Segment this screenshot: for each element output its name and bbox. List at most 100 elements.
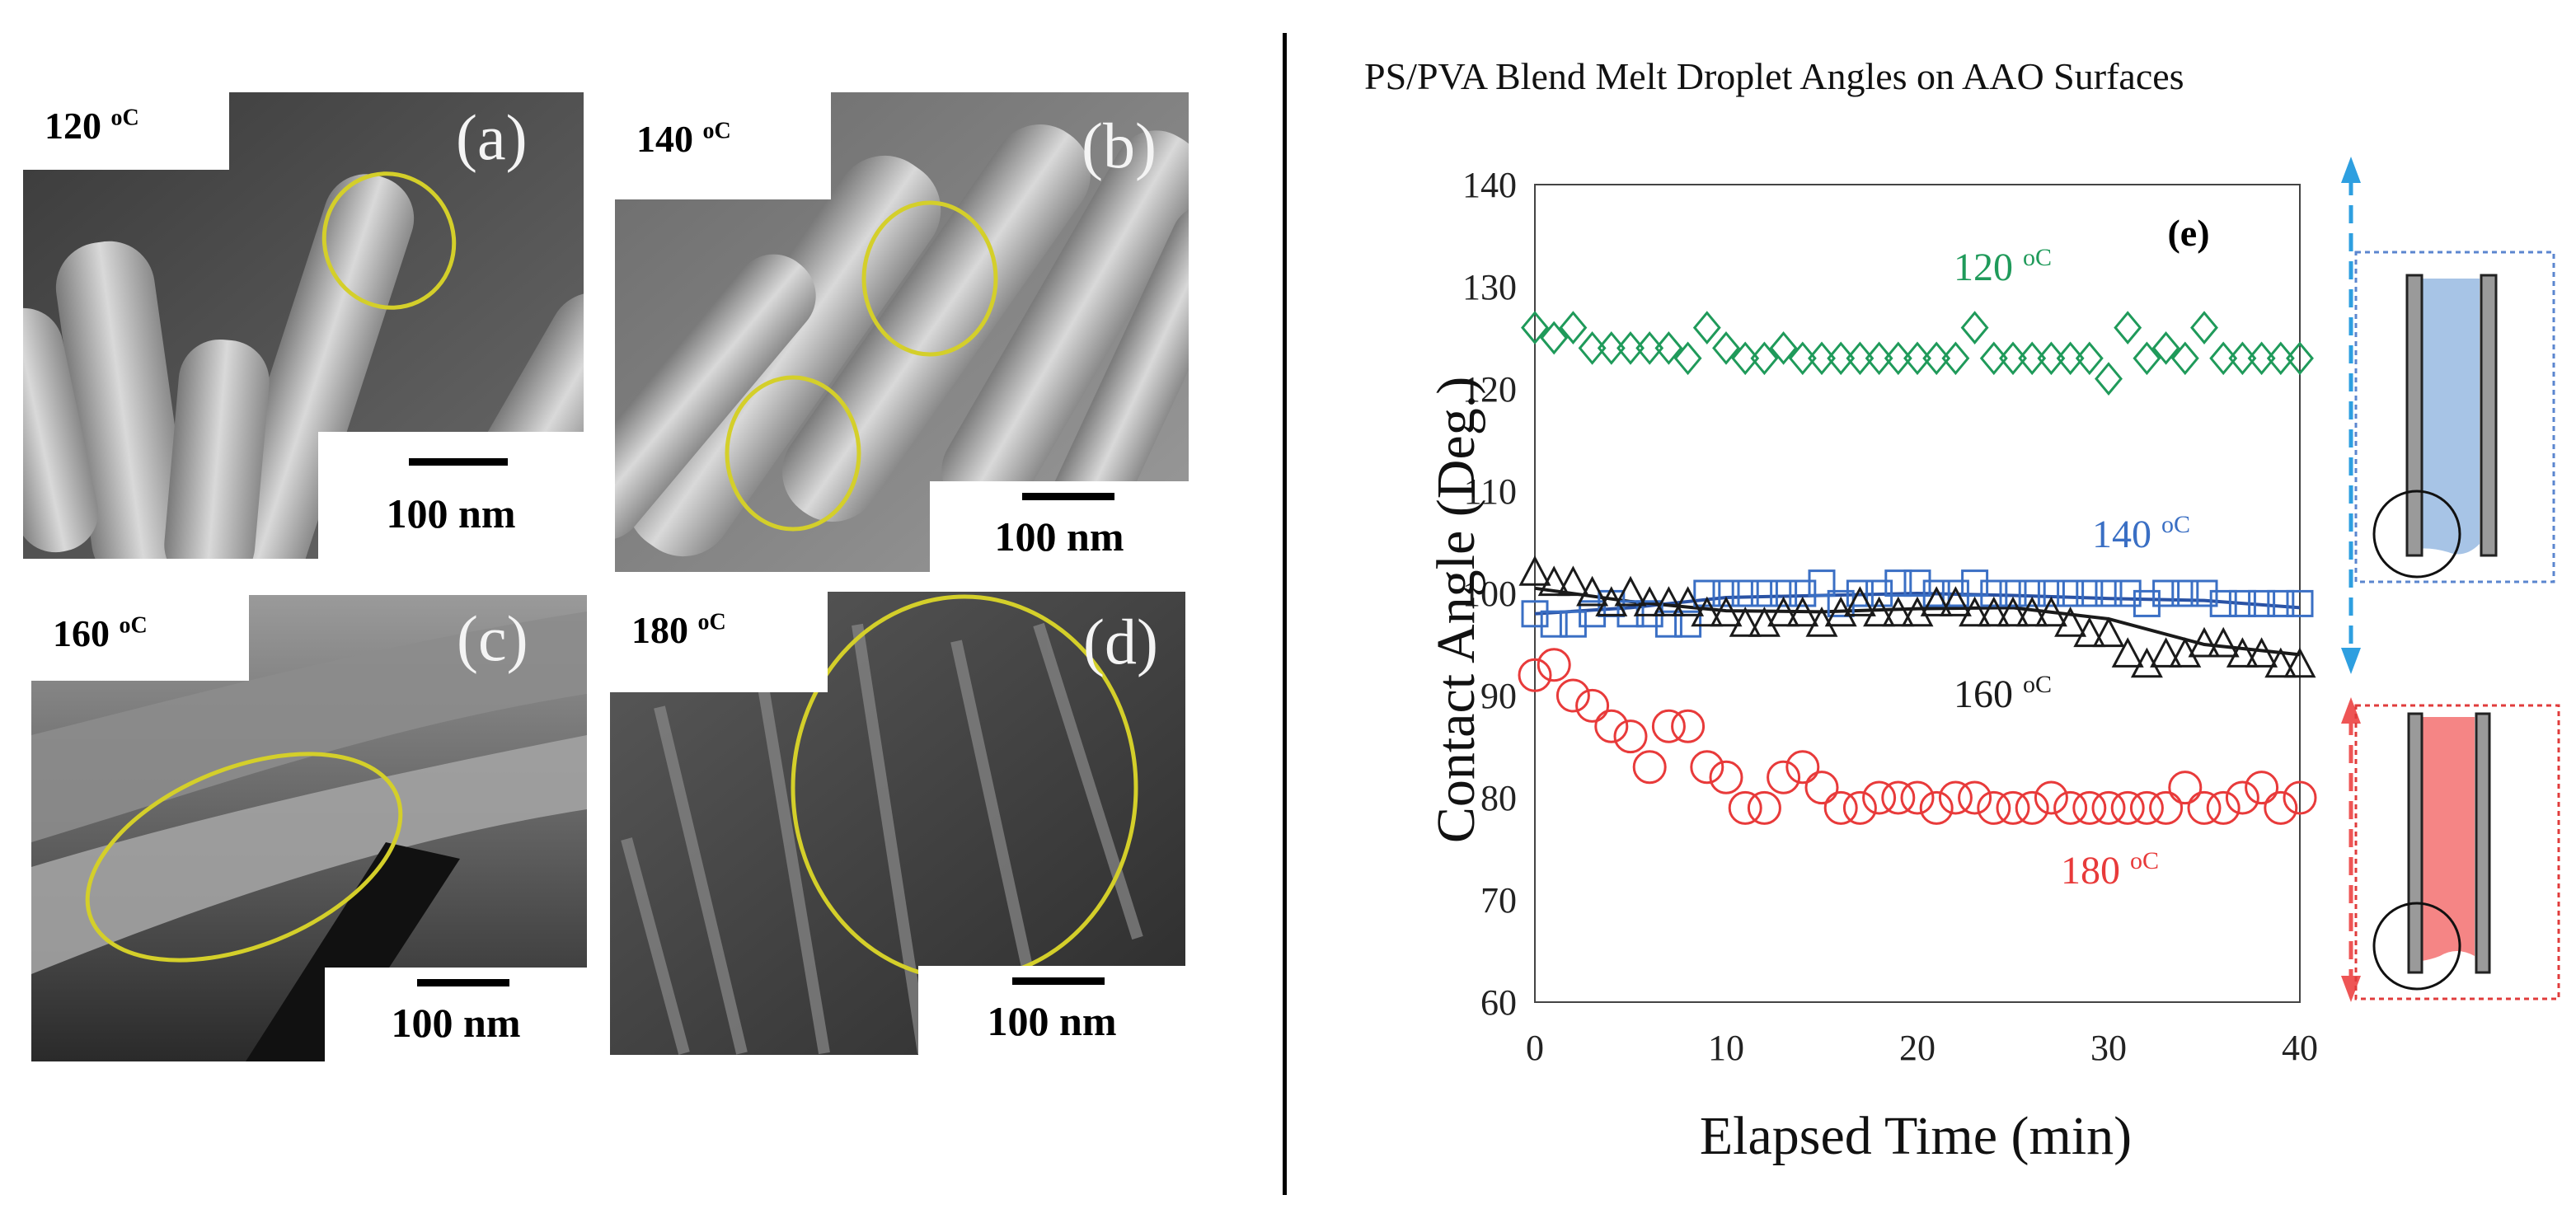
y-axis-label: Contact Angle (Deg.)	[1426, 377, 1486, 843]
data-point	[2225, 780, 2259, 815]
data-point	[2053, 790, 2088, 825]
y-tick-label: 80	[1480, 778, 1517, 818]
data-point	[2286, 341, 2314, 376]
data-point	[1731, 341, 1760, 376]
data-point	[1789, 579, 1817, 607]
scale-box-a: 100 nm	[318, 432, 584, 559]
data-point	[1633, 586, 1666, 616]
series-label-140: 140 oC	[2092, 511, 2190, 556]
data-point	[1862, 780, 1897, 815]
data-point	[1674, 610, 1702, 638]
y-tick-label: 90	[1480, 676, 1517, 716]
scale-box-d: 100 nm	[918, 966, 1185, 1055]
schematic-frame	[2354, 704, 2560, 1000]
scale-box-c: 100 nm	[325, 968, 587, 1061]
scale-label-d: 100 nm	[987, 998, 1117, 1044]
data-point	[1654, 331, 1683, 365]
data-point	[1881, 780, 1916, 815]
panel-letter-a: (a)	[456, 101, 528, 173]
temperature-label-b: 140 oC	[615, 92, 831, 199]
data-point	[1999, 341, 2027, 376]
data-point	[1654, 610, 1682, 638]
arrow-down-icon	[2341, 648, 2361, 674]
data-point	[1731, 579, 1759, 607]
y-tick-label: 100	[1462, 574, 1517, 614]
data-point	[1823, 790, 1858, 825]
data-point	[1613, 719, 1648, 754]
data-point	[2228, 589, 2256, 617]
data-point	[1576, 575, 1609, 607]
meniscus-circle	[2372, 490, 2461, 579]
data-point	[2110, 790, 2145, 825]
data-point	[2207, 626, 2240, 658]
data-point	[1673, 341, 1702, 376]
data-point	[1748, 607, 1781, 637]
scale-label-a: 100 nm	[386, 490, 516, 537]
data-point	[1559, 610, 1587, 638]
non-wetting-schematic	[2341, 697, 2560, 1002]
data-point	[1712, 331, 1740, 365]
data-point	[2133, 341, 2161, 376]
highlight-ellipse	[725, 375, 861, 532]
data-point	[1977, 790, 2011, 825]
data-point	[1616, 600, 1645, 628]
data-point	[2248, 589, 2276, 617]
data-point	[1770, 579, 1798, 607]
plot-area	[1534, 184, 2301, 1003]
data-point	[1882, 596, 1915, 627]
y-axis-ticks: 60 70 80 90 100 110 120 130 140	[1462, 165, 1517, 1023]
data-point	[1540, 321, 1569, 355]
data-point	[2091, 790, 2126, 825]
data-point	[1865, 341, 1893, 376]
scale-box-b: 100 nm	[930, 481, 1189, 572]
data-point	[1827, 341, 1856, 376]
meniscus-circle	[2372, 902, 2461, 991]
data-point	[1579, 600, 1607, 628]
data-point	[2168, 771, 2203, 805]
data-point	[1672, 586, 1705, 616]
highlight-ellipse	[861, 200, 998, 357]
data-point	[1537, 648, 1571, 682]
x-tick-label: 40	[2282, 1028, 2318, 1068]
data-point	[1920, 586, 1953, 616]
data-point	[2266, 341, 2295, 376]
data-point	[1651, 709, 1686, 743]
x-tick-label: 10	[1708, 1028, 1744, 1068]
y-tick-label: 140	[1462, 165, 1517, 205]
data-point	[2114, 579, 2142, 607]
data-point	[2092, 616, 2125, 648]
data-point	[1690, 750, 1724, 785]
data-point	[1996, 790, 2030, 825]
data-point	[2015, 596, 2048, 627]
series-label-180: 180 oC	[2061, 847, 2159, 893]
series-label-120: 120 oC	[1954, 244, 2052, 289]
data-point	[1842, 790, 1877, 825]
data-point	[1537, 565, 1570, 597]
data-point	[2150, 637, 2183, 668]
pore-wall	[2405, 274, 2424, 557]
series-triangle	[1518, 555, 2316, 678]
panel-letter-d: (d)	[1083, 606, 1158, 677]
data-point	[1691, 596, 1724, 627]
data-point	[1712, 579, 1740, 607]
data-point	[1808, 341, 1836, 376]
data-point	[2114, 311, 2142, 344]
data-point	[1767, 596, 1800, 627]
series-label-160: 160 oC	[1954, 671, 2052, 716]
data-point	[1938, 780, 1973, 815]
data-point	[1884, 341, 1912, 376]
data-point	[1747, 790, 1781, 825]
plot-frame	[1534, 184, 2301, 1003]
x-tick-label: 30	[2090, 1028, 2127, 1068]
y-tick-label: 130	[1462, 267, 1517, 307]
data-point	[2226, 637, 2259, 668]
data-point	[1728, 790, 1762, 825]
data-point	[1922, 341, 1951, 376]
data-point	[2034, 780, 2068, 815]
data-point	[1903, 341, 1931, 376]
data-point	[1959, 596, 1992, 627]
data-point	[1939, 586, 1972, 616]
data-point	[2283, 647, 2316, 678]
data-point	[1804, 771, 1839, 805]
data-point	[2151, 331, 2180, 365]
